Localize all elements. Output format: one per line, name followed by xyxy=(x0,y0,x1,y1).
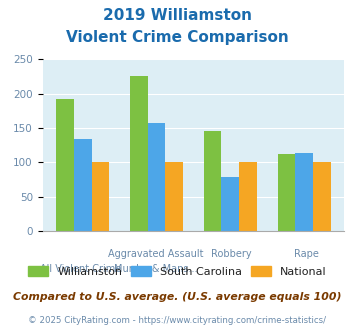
Text: Rape: Rape xyxy=(294,249,319,259)
Bar xyxy=(295,153,313,231)
Bar xyxy=(239,162,257,231)
Bar xyxy=(92,162,109,231)
Bar xyxy=(204,131,222,231)
Text: Robbery: Robbery xyxy=(211,249,251,259)
Text: 2019 Williamston: 2019 Williamston xyxy=(103,8,252,23)
Text: Compared to U.S. average. (U.S. average equals 100): Compared to U.S. average. (U.S. average … xyxy=(13,292,342,302)
Text: All Violent Crime: All Violent Crime xyxy=(40,264,121,274)
Bar xyxy=(222,178,239,231)
Text: Aggravated Assault: Aggravated Assault xyxy=(108,249,203,259)
Text: Murder & Mans...: Murder & Mans... xyxy=(114,264,197,274)
Bar xyxy=(313,162,331,231)
Bar xyxy=(130,76,148,231)
Bar xyxy=(74,139,92,231)
Bar xyxy=(165,162,183,231)
Legend: Williamston, South Carolina, National: Williamston, South Carolina, National xyxy=(24,261,331,281)
Text: Violent Crime Comparison: Violent Crime Comparison xyxy=(66,30,289,45)
Bar xyxy=(278,154,295,231)
Bar xyxy=(56,99,74,231)
Text: © 2025 CityRating.com - https://www.cityrating.com/crime-statistics/: © 2025 CityRating.com - https://www.city… xyxy=(28,316,327,325)
Bar xyxy=(148,122,165,231)
